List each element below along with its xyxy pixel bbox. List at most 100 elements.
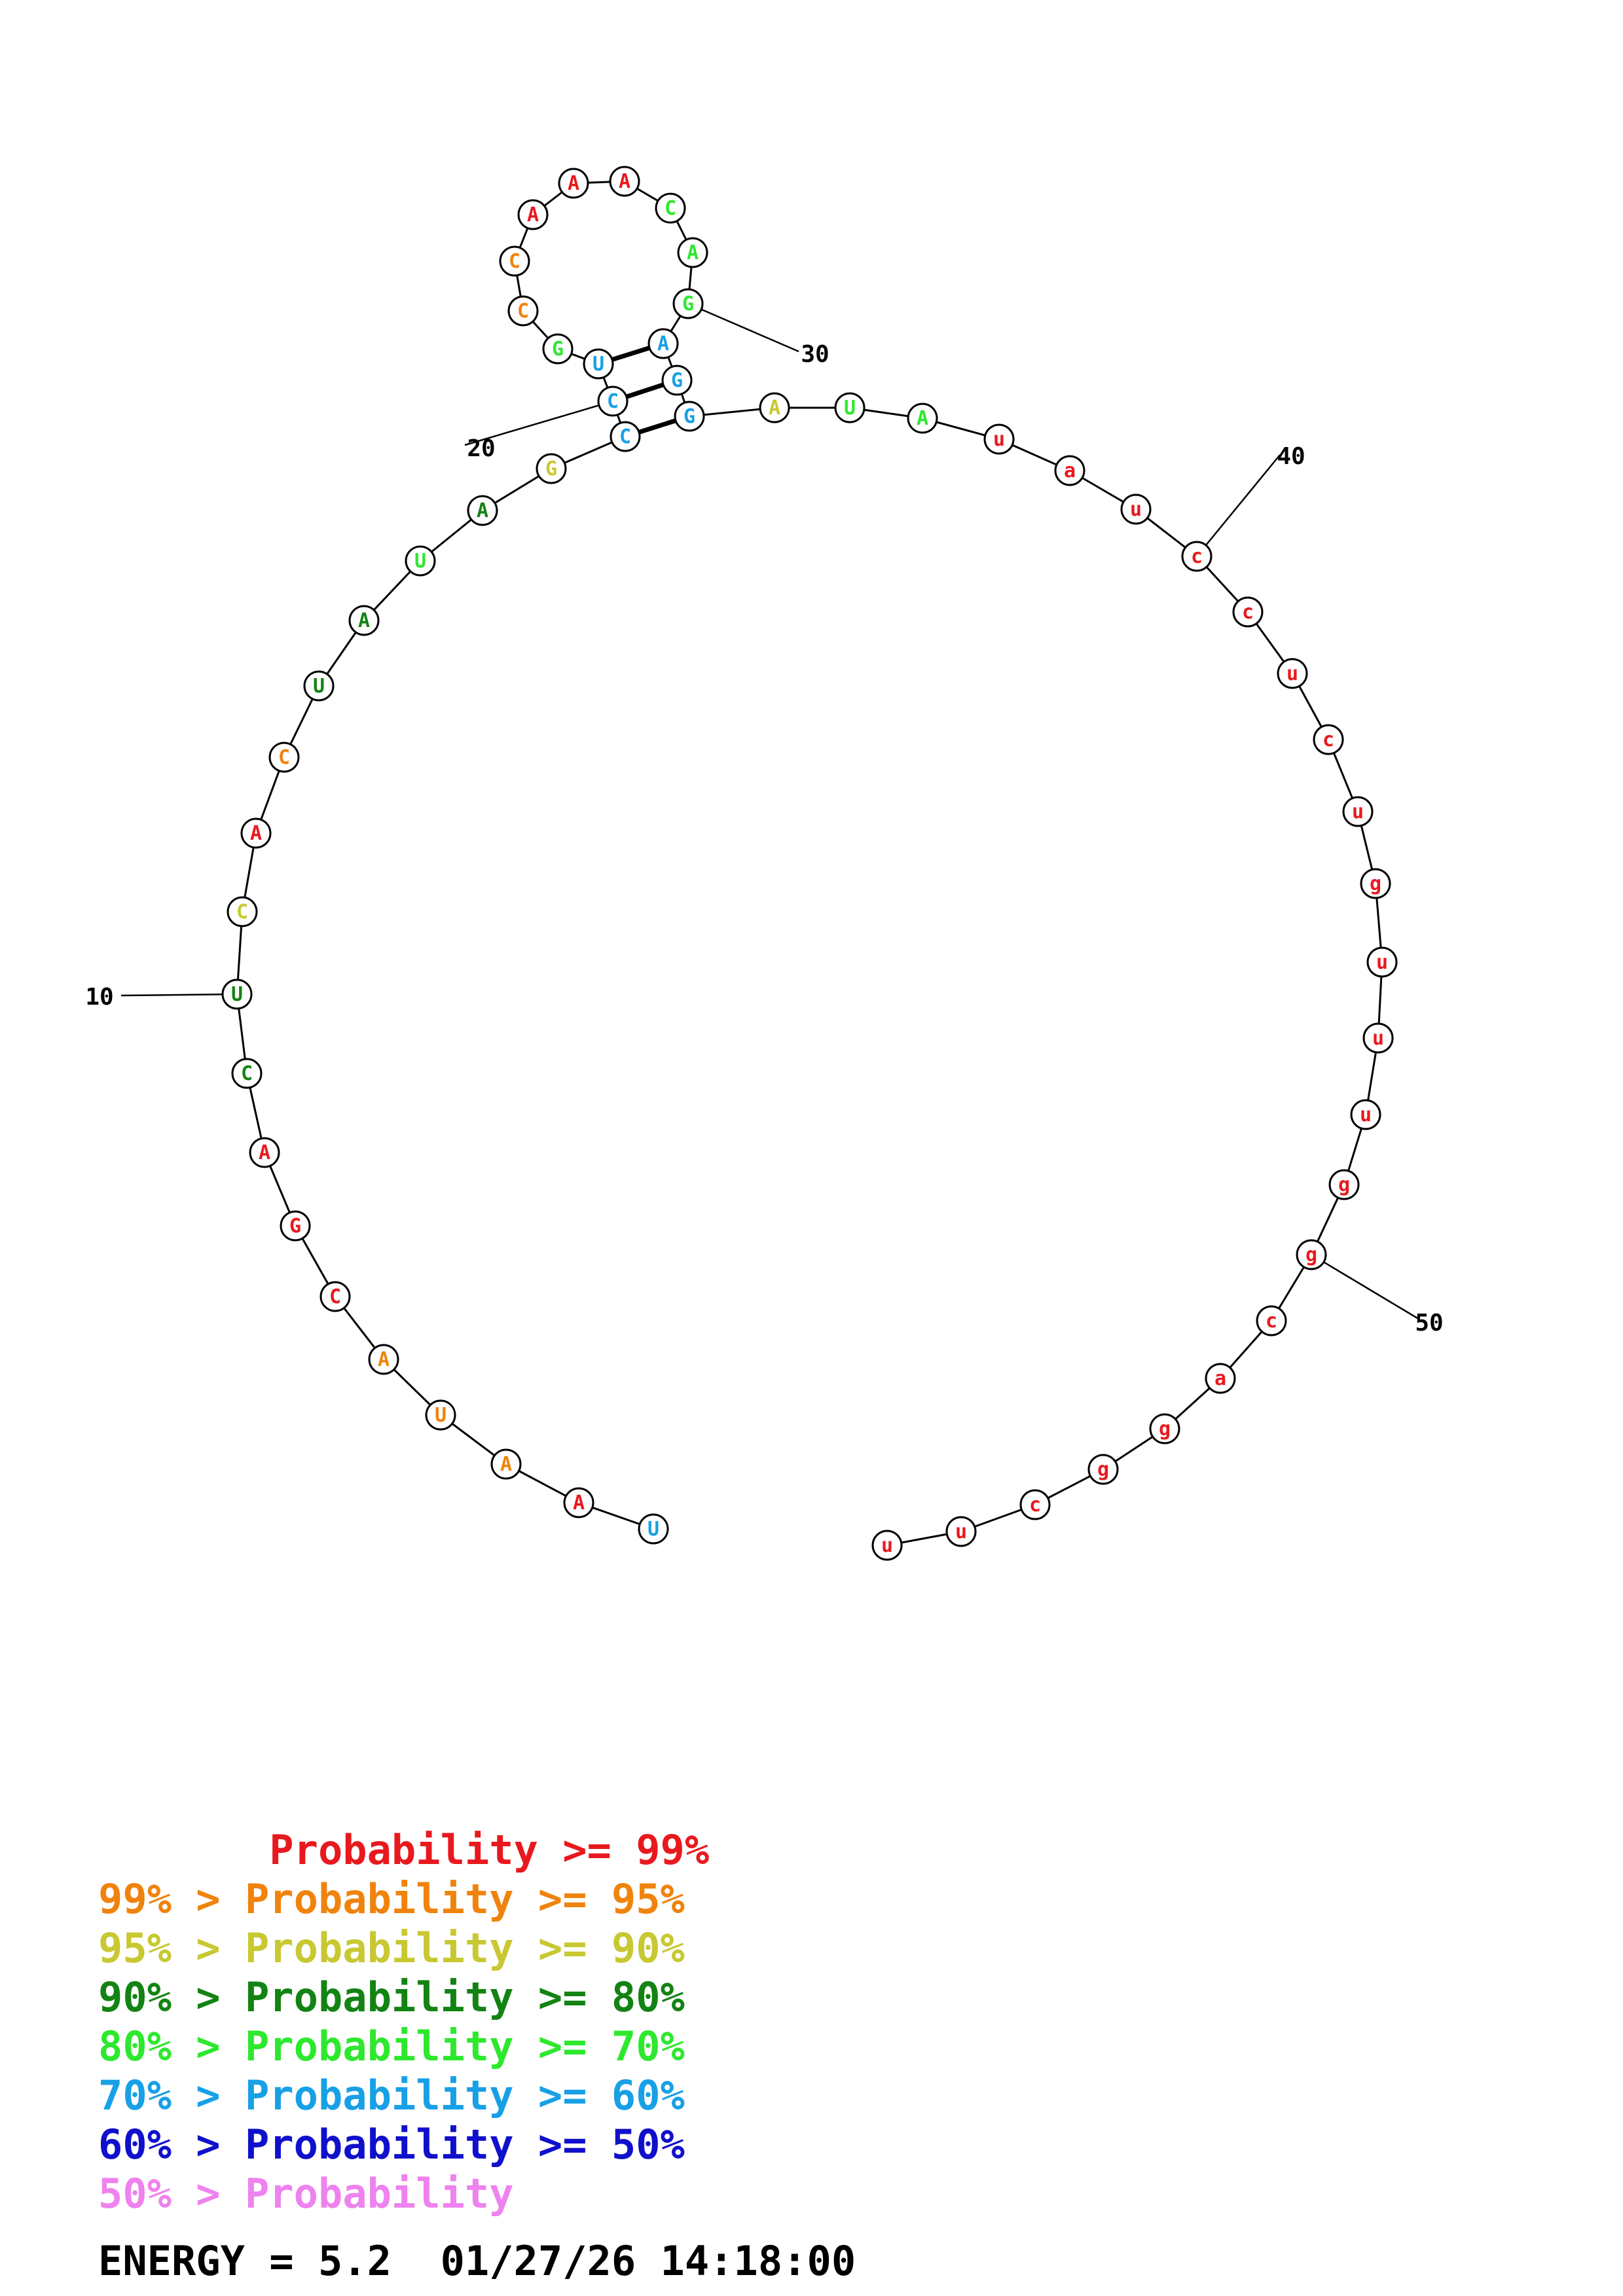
- nucleotide-circle: [368, 1344, 399, 1375]
- nucleotide-29: A: [677, 237, 708, 268]
- legend-row: 95% > Probability >= 90%: [98, 1924, 685, 1972]
- nucleotide-circle: [661, 365, 693, 396]
- nucleotide-24: C: [499, 245, 530, 277]
- tick-line-30: [687, 302, 799, 353]
- nucleotide-base-label: C: [509, 250, 520, 273]
- nucleotide-base-label: u: [881, 1534, 893, 1557]
- nucleotide-circle: [907, 403, 938, 434]
- nucleotide-base-label: c: [1029, 1494, 1041, 1516]
- nucleotide-base-label: c: [1322, 728, 1334, 751]
- nucleotide-base-label: A: [259, 1141, 270, 1164]
- nucleotide-base-label: u: [1376, 951, 1388, 974]
- nucleotide-circle: [507, 295, 539, 327]
- nucleotide-base-label: g: [1097, 1458, 1109, 1481]
- tick-label-30: 30: [801, 341, 829, 368]
- nucleotide-circle: [1296, 1239, 1327, 1270]
- nucleotide-27: A: [609, 166, 640, 197]
- nucleotide-base-label: A: [917, 407, 928, 430]
- position-ticks: 10 20 30 40 50: [85, 302, 1444, 1336]
- nucleotide-circle: [583, 348, 614, 380]
- nucleotide-base-label: U: [435, 1404, 447, 1427]
- nucleotide-50: g: [1296, 1239, 1327, 1270]
- nucleotide-circle: [303, 670, 335, 702]
- nucleotide-base-label: c: [1191, 545, 1203, 568]
- nucleotide-32: G: [661, 365, 693, 396]
- tick-label-40: 40: [1277, 443, 1305, 470]
- nucleotide-base-label: A: [527, 204, 539, 226]
- nucleotide-circle: [672, 288, 704, 319]
- nucleotide-circle: [1205, 1363, 1236, 1394]
- nucleotide-circle: [1256, 1305, 1287, 1336]
- nucleotide-base-label: u: [993, 428, 1005, 451]
- nucleotide-10: U: [221, 978, 253, 1010]
- nucleotide-circle: [348, 605, 380, 636]
- nucleotide-20: C: [597, 386, 629, 417]
- nucleotide-base-label: a: [1214, 1367, 1226, 1390]
- nucleotide-circle: [655, 192, 686, 224]
- nucleotide-15: A: [348, 605, 380, 636]
- nucleotide-circle: [610, 421, 641, 452]
- nucleotide-circle: [677, 237, 708, 268]
- nucleotide-7: G: [280, 1210, 311, 1242]
- nucleotide-base-label: U: [844, 397, 856, 420]
- nucleotide-base-label: A: [378, 1348, 390, 1371]
- nucleotide-circle: [834, 392, 866, 423]
- nucleotide-38: a: [1054, 455, 1085, 486]
- nucleotide-circle: [759, 392, 790, 423]
- nucleotide-base-label: G: [671, 369, 683, 392]
- legend-row: 99% > Probability >= 95%: [98, 1875, 685, 1923]
- nucleotide-base-label: C: [665, 197, 676, 220]
- nucleotide-circle: [1362, 1022, 1394, 1054]
- nucleotide-base-label: G: [552, 338, 564, 361]
- nucleotide-circle: [1120, 493, 1152, 525]
- nucleotide-base-label: G: [684, 405, 695, 428]
- base-pair-lines: [611, 346, 677, 435]
- nucleotide-circle: [536, 453, 567, 484]
- nucleotide-26: A: [558, 168, 589, 199]
- nucleotide-base-label: A: [619, 170, 630, 193]
- nucleotide-48: u: [1350, 1099, 1381, 1130]
- nucleotide-base-label: u: [955, 1520, 967, 1543]
- nucleotide-circle: [425, 1399, 456, 1431]
- nucleotide-base-label: A: [500, 1453, 512, 1476]
- nucleotide-circle: [558, 168, 589, 199]
- nucleotide-base-label: G: [289, 1215, 301, 1238]
- nucleotide-31: A: [647, 328, 679, 359]
- base-pair-bond: [625, 382, 665, 399]
- legend-row: 80% > Probability >= 70%: [98, 2022, 685, 2070]
- nucleotide-42: u: [1277, 658, 1308, 689]
- nucleotide-base-label: C: [619, 425, 631, 448]
- nucleotide-circle: [1054, 455, 1085, 486]
- nucleotide-3: A: [490, 1448, 522, 1480]
- nucleotide-2: A: [563, 1487, 594, 1518]
- nucleotide-circle: [268, 742, 300, 773]
- nucleotide-circle: [1328, 1169, 1360, 1200]
- nucleotide-54: g: [1087, 1454, 1119, 1485]
- nucleotide-30: G: [672, 288, 704, 319]
- base-pair-bond: [638, 418, 677, 435]
- nucleotide-51: c: [1256, 1305, 1287, 1336]
- nucleotide-55: c: [1019, 1489, 1051, 1520]
- nucleotide-base-label: G: [682, 293, 694, 315]
- tick-line-40: [1196, 454, 1281, 557]
- nucleotide-circle: [517, 199, 549, 230]
- nucleotide-base-label: u: [1130, 498, 1142, 521]
- nucleotide-37: u: [983, 423, 1015, 455]
- nucleotide-circle: [1313, 724, 1344, 755]
- nucleotide-41: c: [1232, 596, 1264, 628]
- nucleotide-39: u: [1120, 493, 1152, 525]
- tick-line-10: [120, 993, 238, 997]
- nucleotide-base-label: A: [358, 609, 370, 632]
- nucleotide-base-label: C: [241, 1062, 253, 1085]
- nucleotide-base-label: a: [1064, 459, 1076, 482]
- nucleotide-17: A: [467, 495, 498, 526]
- nucleotide-base-label: g: [1305, 1244, 1317, 1266]
- nucleotide-5: A: [368, 1344, 399, 1375]
- nucleotide-14: U: [303, 670, 335, 702]
- nucleotide-base-label: C: [607, 390, 619, 413]
- nucleotide-43: c: [1313, 724, 1344, 755]
- nucleotide-46: u: [1366, 946, 1398, 978]
- nucleotide-base-label: g: [1338, 1174, 1350, 1196]
- nucleotide-base-label: A: [250, 822, 262, 845]
